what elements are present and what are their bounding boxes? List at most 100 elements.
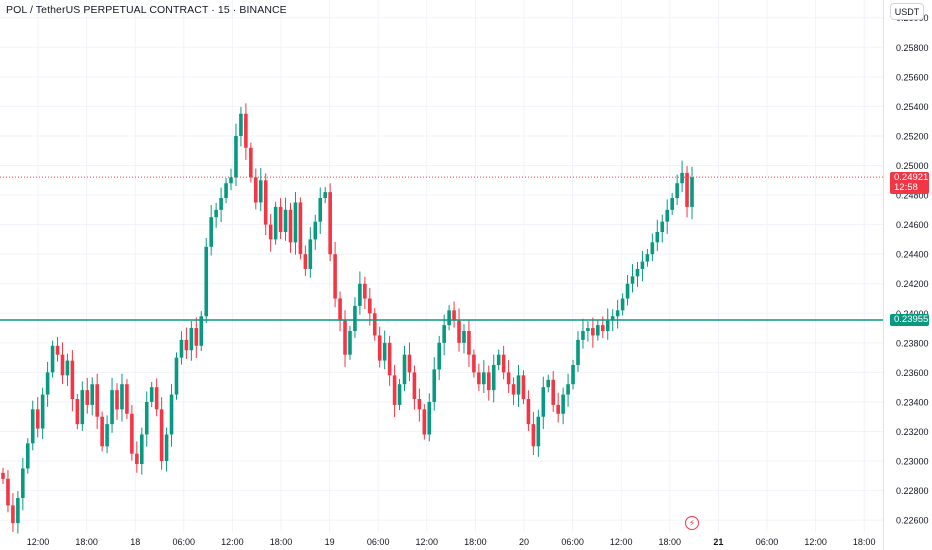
candle-body	[244, 113, 248, 148]
candle	[209, 204, 213, 256]
currency-button[interactable]: USDT	[890, 3, 924, 20]
candle-body	[323, 192, 327, 199]
candle	[660, 214, 665, 243]
candle-body	[650, 242, 655, 255]
candle	[80, 381, 85, 432]
y-tick-label: 0.22800	[896, 486, 929, 496]
candle	[11, 493, 15, 532]
candle	[105, 415, 109, 454]
candle-body	[293, 202, 298, 243]
candle	[303, 245, 308, 276]
candle-body	[516, 375, 521, 395]
lightning-bolt-icon[interactable]: ⚡	[685, 516, 699, 530]
candle	[333, 241, 337, 308]
candle-body	[40, 394, 45, 429]
candle	[85, 377, 90, 414]
candle-body	[298, 202, 303, 255]
candle	[40, 387, 45, 440]
candle-body	[328, 192, 332, 255]
candle-body	[229, 177, 233, 184]
candle-body	[680, 172, 684, 184]
x-tick-label: 18:00	[659, 537, 682, 547]
candle-body	[556, 404, 560, 414]
candle-body	[75, 399, 80, 425]
candle	[189, 321, 194, 361]
candle-body	[442, 325, 446, 343]
candle	[561, 387, 565, 425]
candle	[670, 192, 674, 216]
candle	[382, 330, 387, 370]
x-tick-label: 12:00	[804, 537, 827, 547]
candle	[288, 202, 293, 253]
candle	[417, 388, 422, 422]
y-tick-label: 0.25800	[896, 43, 929, 53]
candle	[214, 202, 218, 228]
candle	[323, 186, 327, 204]
candle-body	[566, 384, 570, 395]
candle-body	[472, 354, 476, 373]
candle	[605, 308, 610, 340]
candle	[377, 326, 382, 368]
candle	[625, 275, 630, 306]
candle	[387, 335, 392, 386]
candle-body	[239, 113, 243, 136]
candle	[551, 371, 556, 412]
candle-body	[318, 198, 323, 222]
x-tick-label: 18:00	[75, 537, 98, 547]
candle	[452, 301, 456, 328]
candle	[620, 293, 625, 316]
x-tick-label: 12:00	[221, 537, 244, 547]
candle-body	[110, 390, 114, 425]
candle-body	[407, 354, 412, 373]
candle-body	[224, 183, 228, 199]
y-tick-label: 0.24000	[896, 309, 929, 319]
candle-body	[313, 221, 318, 240]
candle-body	[665, 209, 670, 222]
x-tick-label: 18:00	[270, 537, 293, 547]
candle	[253, 168, 258, 210]
candle	[536, 409, 541, 457]
candle-body	[546, 379, 551, 388]
candle	[427, 393, 432, 442]
candle-body	[333, 254, 337, 299]
candle	[596, 319, 600, 341]
horizontal-line-price-value: 0.23955	[894, 313, 929, 325]
x-tick-label: 19	[325, 537, 335, 547]
candle	[229, 168, 233, 191]
candle-body	[219, 198, 223, 210]
y-tick-label: 0.23200	[896, 427, 929, 437]
candle	[65, 353, 70, 386]
candle-body	[610, 316, 615, 321]
candle-body	[100, 416, 104, 447]
candle-body	[482, 372, 486, 385]
candle-body	[263, 180, 268, 225]
candle	[472, 349, 476, 378]
candle	[516, 364, 521, 407]
candle	[135, 441, 139, 473]
candle	[194, 317, 199, 359]
candle	[60, 342, 65, 385]
candle-body	[660, 221, 665, 233]
candle	[521, 370, 526, 405]
candle	[690, 166, 694, 220]
candle	[363, 276, 367, 310]
candle	[25, 438, 30, 474]
y-tick-label: 0.23400	[896, 397, 929, 407]
candle	[392, 364, 397, 418]
candle	[432, 357, 437, 411]
candle-body	[363, 283, 367, 299]
candle	[338, 291, 342, 332]
candle-body	[253, 177, 258, 203]
candle-body	[278, 206, 283, 233]
x-tick-label: 20	[519, 537, 529, 547]
horizontal-line-price-tag: 0.23955	[890, 313, 929, 326]
candle-body	[640, 261, 645, 269]
candle-body	[199, 316, 204, 346]
candle-body	[55, 345, 60, 355]
candle-body	[234, 135, 238, 178]
candle-body	[397, 384, 402, 405]
candle-body	[139, 434, 144, 465]
candle-body	[288, 209, 293, 243]
